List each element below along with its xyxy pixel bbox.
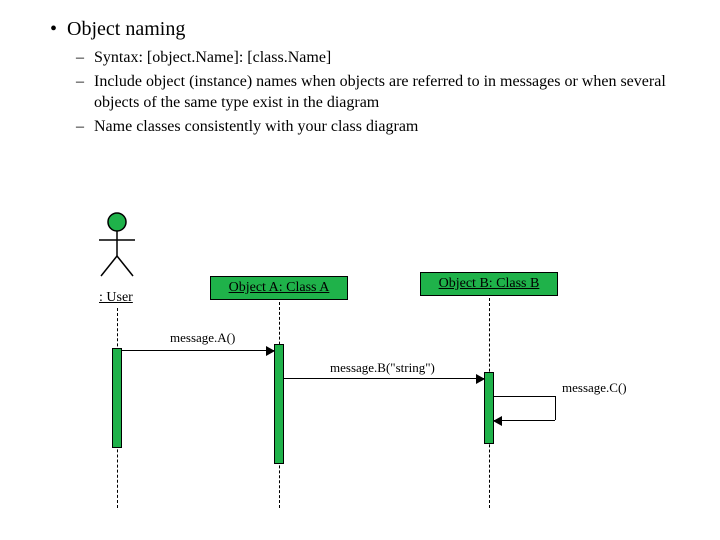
activation-bar (112, 348, 122, 448)
message-label: message.B("string") (330, 360, 435, 376)
list-item: – Name classes consistently with your cl… (76, 116, 690, 138)
object-box: Object A: Class A (210, 276, 348, 300)
message-line (494, 396, 555, 397)
actor-icon (95, 212, 139, 287)
message-arrow (494, 420, 555, 421)
activation-bar (484, 372, 494, 444)
page-heading: Object naming (67, 18, 185, 41)
lifeline (117, 308, 118, 508)
message-arrow (284, 378, 484, 379)
object-box: Object B: Class B (420, 272, 558, 296)
bullet-icon: • (50, 18, 57, 41)
lifeline (489, 298, 490, 508)
list-item: – Syntax: [object.Name]: [class.Name] (76, 47, 690, 69)
list-item: – Include object (instance) names when o… (76, 71, 690, 114)
sub-list: – Syntax: [object.Name]: [class.Name] – … (76, 47, 690, 137)
actor-label: : User (99, 290, 133, 306)
lifeline (279, 302, 280, 508)
message-arrow (122, 350, 274, 351)
message-line (555, 396, 556, 420)
message-label: message.C() (562, 380, 627, 396)
message-label: message.A() (170, 330, 235, 346)
activation-bar (274, 344, 284, 464)
